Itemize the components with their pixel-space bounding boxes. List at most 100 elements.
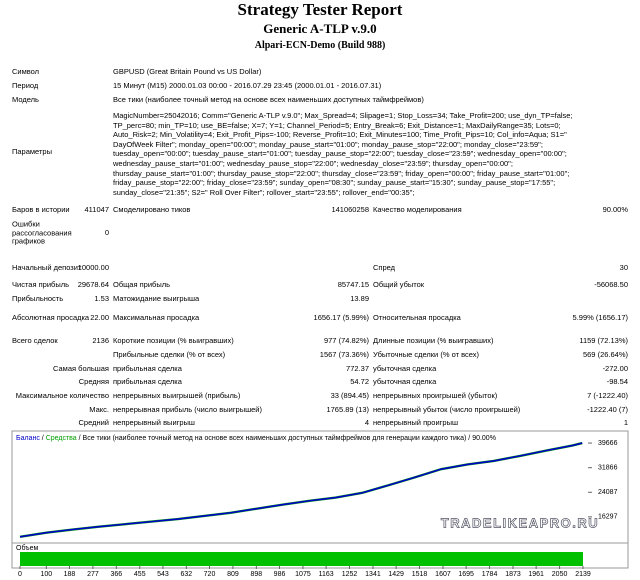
table-cell: 15 Минут (M15) 2000.01.03 00:00 - 2016.0…	[113, 80, 382, 90]
x-tick-label: 1607	[435, 571, 451, 578]
x-tick-label: 543	[157, 571, 169, 578]
table-cell: -98.54	[606, 376, 628, 386]
y-tick-label: 16297	[598, 514, 618, 521]
table-cell: Auto_Risk=2; Min_Volatility=4; Exit_Prof…	[113, 129, 567, 139]
table-cell: Всего сделок	[12, 335, 58, 345]
table-cell: 4	[364, 417, 369, 427]
table-cell: Период	[12, 80, 39, 90]
table-cell: непрерывный выигрыш	[113, 417, 195, 427]
table-cell: 1656.17 (5.99%)	[313, 312, 369, 322]
table-cell: 977 (74.82%)	[323, 335, 369, 345]
legend-item: /	[466, 435, 472, 442]
table-cell: sunday_close="21:35"; S2=" Roll Over Fil…	[113, 187, 415, 197]
table-cell: Относительная просадка	[373, 312, 461, 322]
x-tick-label: 720	[204, 571, 216, 578]
table-cell: 1765.89 (13)	[326, 404, 369, 414]
table-cell: Чистая прибыль	[12, 279, 69, 289]
table-cell: 5.99% (1656.17)	[572, 312, 628, 322]
table-cell: Убыточные сделки (% от всех)	[373, 349, 479, 359]
table-cell: thursday_pause_start="01:00"; thursday_p…	[113, 168, 570, 178]
volume-label: Объем	[16, 544, 38, 552]
table-cell: 10000.00	[77, 262, 109, 272]
table-cell: 30	[619, 262, 628, 272]
table-cell: Матожидание выигрыша	[113, 293, 200, 303]
table-cell: TP_perc=80; min_TP=10; use_BE=false; X=7…	[113, 120, 561, 130]
table-cell: непрерывный убыток (число проигрышей)	[373, 404, 521, 414]
x-tick-label: 277	[87, 571, 99, 578]
table-cell: Модель	[12, 94, 39, 104]
table-cell: 7 (-1222.40)	[587, 390, 628, 400]
volume-area	[20, 552, 583, 566]
x-tick-label: 2050	[552, 571, 568, 578]
table-cell: Начальный депозит	[12, 262, 82, 272]
report-title: Strategy Tester Report	[237, 0, 403, 19]
table-cell: GBPUSD (Great Britain Pound vs US Dollar…	[113, 66, 262, 76]
table-cell: Короткие позиции (% выигравших)	[113, 335, 234, 345]
series-line	[19, 442, 583, 538]
table-cell: прибыльная сделка	[113, 376, 182, 386]
table-cell: Самая большая	[53, 363, 109, 373]
legend-item: 90.00%	[472, 435, 496, 442]
table-cell: friday_pause_stop="22:00"; friday_close=…	[113, 177, 556, 187]
table-cell: 772.37	[346, 363, 369, 373]
x-tick-label: 1873	[505, 571, 521, 578]
table-cell: Все тики (наиболее точный метод на основ…	[113, 94, 424, 104]
table-cell: Ошибки рассогласования графиков	[12, 219, 72, 246]
table-cell: 85747.15	[337, 279, 369, 289]
table-cell: tuesday_open="00:00"; tuesday_pause_star…	[113, 149, 567, 159]
table-cell: 1567 (73.36%)	[319, 349, 369, 359]
table-cell: Символ	[12, 66, 40, 76]
report-subtitle: Generic A-TLP v.9.0	[263, 21, 377, 36]
table-cell: Параметры	[12, 146, 52, 156]
table-cell: 411047	[84, 204, 109, 214]
table-cell: непрерывный проигрыш	[373, 417, 458, 427]
table-cell: Средняя	[78, 376, 109, 386]
table-cell: 1.53	[94, 293, 109, 303]
legend-item: /	[40, 435, 46, 442]
table-cell: непрерывных проигрышей (убыток)	[373, 390, 498, 400]
legend-item: Баланс	[16, 435, 40, 442]
table-cell: Длинные позиции (% выигравших)	[373, 335, 494, 345]
server: Alpari-ECN-Demo (Build 988)	[254, 40, 386, 51]
legend: Баланс / Средства / Все тики (наиболее т…	[16, 434, 496, 442]
table-cell: непрерывных выигрышей (прибыль)	[113, 390, 241, 400]
legend-item: Средства	[46, 435, 77, 442]
table-cell: -56068.50	[594, 279, 628, 289]
x-tick-label: 809	[227, 571, 239, 578]
table-cell: Баров в истории	[12, 204, 70, 214]
table-cell: 0	[104, 227, 109, 237]
table-cell: 569 (26.64%)	[582, 349, 628, 359]
table-cell: убыточная сделка	[373, 363, 437, 373]
legend-item: Все тики (наиболее точный метод на основ…	[83, 434, 467, 442]
table-cell: wednesday_pause_start="01:00"; wednesday…	[113, 158, 513, 168]
table-cell: Прибыльность	[12, 293, 64, 303]
y-tick-label: 31866	[598, 465, 618, 472]
x-tick-label: 1429	[388, 571, 404, 578]
table-cell: Спред	[373, 262, 396, 272]
x-tick-label: 986	[274, 571, 286, 578]
table-cell: 54.72	[350, 376, 369, 386]
table-cell: убыточная сделка	[373, 376, 437, 386]
table-cell: Максимальная просадка	[113, 312, 200, 322]
x-tick-label: 1163	[319, 571, 334, 578]
x-tick-label: 1518	[412, 571, 428, 578]
table-cell: 33 (894.45)	[330, 390, 369, 400]
x-tick-label: 455	[134, 571, 146, 578]
table-cell: Общая прибыль	[113, 279, 171, 289]
x-tick-label: 1784	[482, 571, 498, 578]
x-tick-label: 1961	[528, 571, 544, 578]
table-cell: 1	[623, 417, 628, 427]
table-cell: Макс.	[89, 404, 109, 414]
x-tick-label: 898	[251, 571, 263, 578]
table-cell: -1222.40 (7)	[587, 404, 628, 414]
table-cell: DayOfWeek Filter"; monday_open="00:00"; …	[113, 139, 543, 149]
table-cell: 90.00%	[602, 204, 628, 214]
table-cell: Качество моделирования	[373, 204, 462, 214]
x-tick-label: 632	[181, 571, 193, 578]
x-tick-label: 2139	[575, 571, 591, 578]
table-cell: 2136	[92, 335, 109, 345]
watermark: TRADELIKEAPRO.RU	[441, 515, 599, 530]
table-cell: MagicNumber=25042016; Comm="Generic A-TL…	[113, 110, 573, 120]
